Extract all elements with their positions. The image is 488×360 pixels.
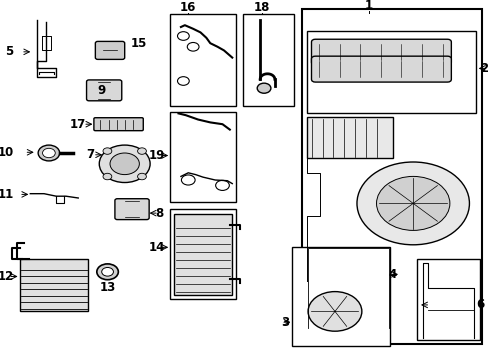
FancyBboxPatch shape [95, 41, 124, 59]
Bar [292, 247, 389, 346]
Text: 17: 17 [69, 118, 85, 131]
Bar [170, 209, 236, 299]
Text: 8: 8 [155, 207, 163, 220]
Circle shape [356, 162, 468, 245]
Bar [302, 9, 481, 344]
Circle shape [137, 148, 146, 154]
Bar [306, 31, 475, 113]
Circle shape [307, 292, 361, 331]
Bar [20, 259, 88, 311]
Text: 16: 16 [179, 1, 196, 14]
Bar [306, 117, 392, 158]
Text: 18: 18 [253, 1, 269, 14]
Text: 6: 6 [475, 298, 483, 311]
Bar [173, 214, 232, 295]
Bar [416, 259, 479, 340]
Bar [242, 14, 293, 106]
Circle shape [103, 173, 112, 180]
Text: 19: 19 [148, 149, 164, 162]
Circle shape [102, 267, 113, 276]
Text: 15: 15 [131, 37, 147, 50]
Text: 7: 7 [85, 148, 94, 161]
Text: 5: 5 [5, 45, 14, 58]
Text: 13: 13 [99, 281, 116, 294]
Circle shape [99, 145, 150, 183]
Text: 10: 10 [0, 146, 14, 159]
Text: 2: 2 [479, 62, 487, 75]
FancyBboxPatch shape [86, 80, 122, 101]
Text: 4: 4 [388, 268, 396, 281]
FancyBboxPatch shape [311, 39, 450, 65]
Bar [170, 112, 236, 202]
Circle shape [257, 83, 270, 93]
Circle shape [376, 176, 449, 230]
Circle shape [42, 148, 55, 158]
Text: 11: 11 [0, 188, 14, 201]
Circle shape [103, 148, 112, 154]
Text: 12: 12 [0, 270, 14, 283]
Text: 14: 14 [149, 241, 165, 254]
Text: 3: 3 [281, 316, 289, 329]
Circle shape [38, 145, 60, 161]
Bar [170, 14, 236, 106]
Text: 9: 9 [98, 84, 106, 97]
Circle shape [110, 153, 139, 175]
Text: 1: 1 [365, 0, 372, 12]
Circle shape [97, 264, 118, 280]
FancyBboxPatch shape [311, 56, 450, 82]
FancyBboxPatch shape [94, 118, 143, 131]
Circle shape [137, 173, 146, 180]
FancyBboxPatch shape [115, 199, 149, 220]
